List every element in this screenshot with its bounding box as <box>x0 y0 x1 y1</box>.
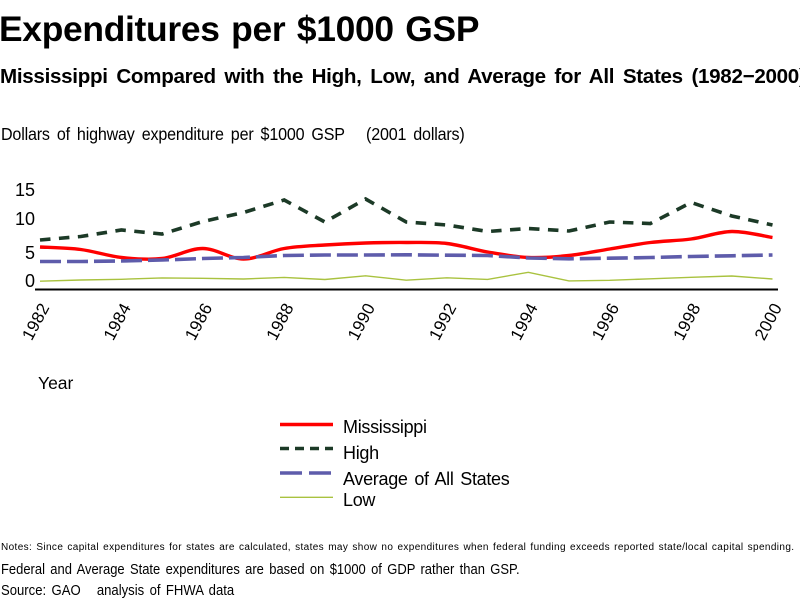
svg-text:1982: 1982 <box>18 300 53 343</box>
svg-text:1992: 1992 <box>425 300 460 343</box>
svg-text:0: 0 <box>25 271 35 291</box>
svg-text:1988: 1988 <box>263 300 298 343</box>
svg-text:1994: 1994 <box>507 300 542 343</box>
svg-text:2000: 2000 <box>751 300 786 343</box>
svg-text:1996: 1996 <box>588 300 623 343</box>
svg-text:1986: 1986 <box>181 300 216 343</box>
svg-text:5: 5 <box>25 243 35 263</box>
svg-text:1984: 1984 <box>100 300 135 343</box>
svg-text:15: 15 <box>15 180 35 200</box>
svg-text:1998: 1998 <box>670 300 705 343</box>
svg-text:1990: 1990 <box>344 300 379 343</box>
svg-text:10: 10 <box>15 209 35 229</box>
